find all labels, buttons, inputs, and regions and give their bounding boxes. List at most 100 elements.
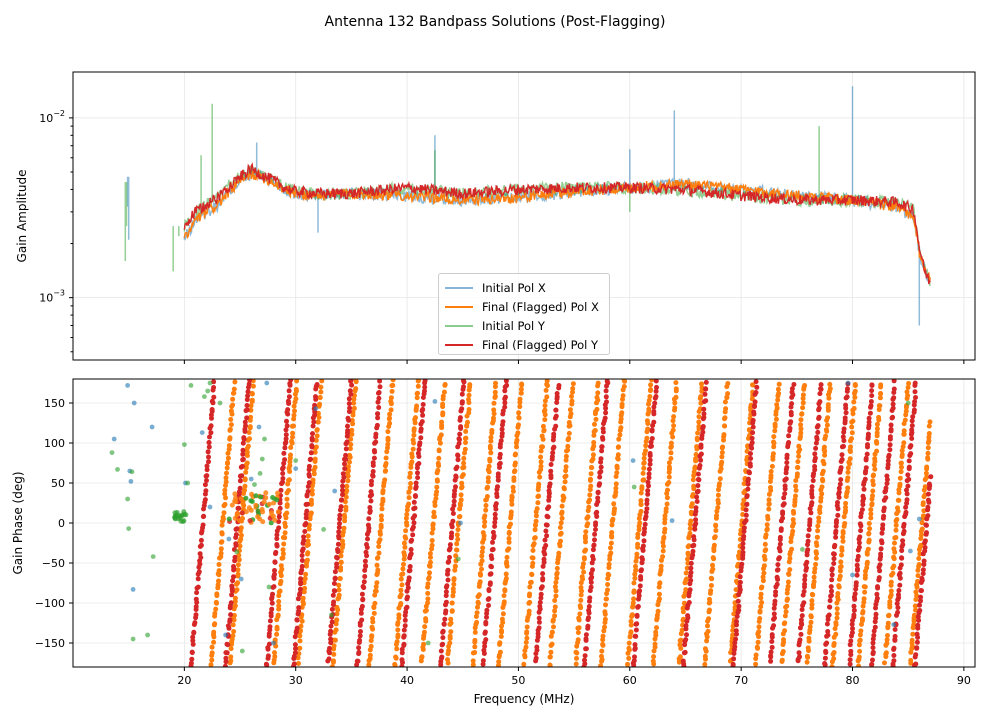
final-pol-x-stripe-point [857,632,863,638]
final-pol-x-stripe-point [531,541,537,547]
final-pol-x-stripe-point [625,661,630,667]
final-pol-y-stripe-point [804,559,810,565]
final-pol-y-stripe-point [286,394,292,400]
final-pol-x-stripe-point [230,390,236,396]
final-pol-y-stripe-point [542,537,548,543]
final-pol-x-stripe-point [398,576,404,582]
final-pol-x-stripe-point [856,663,862,667]
final-pol-x-stripe-point [640,470,646,476]
final-pol-x-stripe-point [834,611,840,617]
final-pol-x-stripe-point [901,431,907,437]
final-pol-y-stripe-point [798,631,804,637]
final-pol-y-stripe-point [855,566,860,572]
final-pol-y-stripe-point [337,521,342,526]
final-pol-x-stripe-point [435,468,441,473]
final-pol-x-stripe-point [818,495,824,501]
final-pol-x-stripe-point [472,650,478,655]
final-pol-x-stripe-point [776,391,782,396]
final-pol-y-stripe-point [892,633,898,639]
final-pol-y-stripe-point [313,394,318,400]
final-pol-x-stripe-point [915,573,921,579]
final-pol-x-stripe-point [429,542,435,548]
final-pol-y-stripe-point [362,567,368,573]
final-pol-x-stripe-point [862,584,868,590]
final-pol-x-stripe-point [536,481,542,487]
final-pol-x-stripe-point [296,661,301,666]
final-pol-x-stripe-point [249,390,255,396]
final-pol-y-stripe-point [202,497,208,503]
final-pol-x-stripe-point [228,422,234,428]
final-pol-x-stripe-point [377,537,383,543]
final-pol-y-stripe-point [877,562,883,568]
final-pol-y-stripe-point [786,433,792,439]
final-pol-x-stripe-point [372,592,378,598]
final-pol-y-stripe-point [880,522,886,528]
final-pol-x-stripe-point [429,538,435,543]
final-pol-x-stripe-point [583,529,589,535]
initial-pol-y-point [425,640,431,646]
final-pol-x-stripe-point [473,614,479,619]
final-pol-y-stripe-point [454,464,460,470]
final-pol-x-stripe-point [333,621,339,627]
final-pol-x-stripe-point [852,394,858,400]
phase-xtick-label: 20 [177,674,191,687]
final-pol-x-stripe-point [860,609,866,614]
final-pol-y-stripe-point [833,528,839,534]
final-pol-y-stripe-point [370,472,376,478]
final-pol-x-stripe-point [764,526,770,532]
final-pol-y-stripe-point [376,405,382,410]
final-pol-y-stripe-point [843,402,849,408]
final-pol-y-stripe-point [368,482,374,488]
final-pol-x-stripe-point [856,642,862,648]
final-pol-y-stripe-point [690,548,696,554]
final-pol-y-stripe-point [896,592,901,598]
final-pol-y-stripe-point [690,552,696,558]
final-pol-x-stripe-point [216,568,222,574]
final-pol-x-stripe-point [831,650,837,655]
initial-pol-y-point [178,519,184,524]
final-pol-x-stripe-point [511,475,517,481]
final-pol-y-stripe-point [347,405,353,411]
final-pol-x-stripe-point [719,459,725,465]
phase-ytick-label: −100 [35,597,65,610]
initial-pol-x-point [130,587,136,592]
final-pol-y-stripe-point [694,499,700,504]
final-pol-x-stripe-point [375,555,381,561]
initial-pol-y-point [321,527,326,532]
final-pol-y-stripe-point [736,607,742,613]
final-pol-x-stripe-point [371,610,377,616]
final-pol-x-stripe-point [542,417,548,423]
phase-xtick-label: 40 [400,674,414,687]
final-pol-x-stripe-point [334,617,340,623]
final-pol-y-stripe-point [457,431,463,437]
final-pol-x-stripe-point [570,386,576,391]
final-pol-y-stripe-point [405,585,411,591]
final-pol-y-stripe-point [585,623,591,629]
final-pol-x-stripe-point [366,662,372,667]
final-pol-x-stripe-point [577,611,583,617]
final-pol-x-stripe-point [403,515,409,521]
final-pol-x-stripe-point [483,503,489,508]
final-pol-x-stripe-point [224,465,230,471]
final-pol-y-stripe-point [851,607,857,613]
final-pol-x-stripe-point [504,554,510,560]
final-pol-y-stripe-point [190,634,196,640]
final-pol-y-stripe-point [911,407,917,413]
final-pol-x-stripe-point [485,479,491,485]
final-pol-y-stripe-point [499,426,505,432]
final-pol-x-stripe-point [662,526,668,532]
final-pol-y-stripe-point [734,614,740,619]
final-pol-y-stripe-point [483,619,489,625]
final-pol-x-stripe-point [917,551,923,557]
final-pol-x-stripe-point [787,567,793,573]
final-pol-y-stripe-point [592,537,597,543]
cluster-point [229,502,235,508]
final-pol-y-stripe-point [888,426,894,432]
final-pol-y-stripe-point [829,566,835,572]
final-pol-y-stripe-point [224,641,230,647]
final-pol-y-stripe-point [197,551,203,557]
final-pol-y-stripe-point [453,473,459,479]
final-pol-x-stripe-point [329,664,335,667]
final-pol-x-stripe-point [287,463,293,469]
final-pol-x-stripe-point [587,492,593,498]
